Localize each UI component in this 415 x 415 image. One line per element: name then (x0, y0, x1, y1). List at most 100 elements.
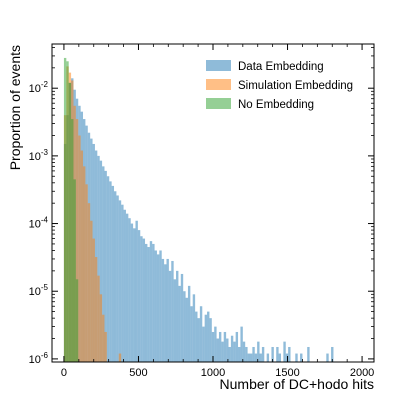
bar-series0-bin20 (111, 185, 115, 362)
bar-series0-bin21 (114, 191, 117, 362)
bar-series0-bin83 (261, 346, 265, 362)
bar-series0-bin95 (331, 346, 334, 362)
bar-series1-bin5 (75, 119, 79, 362)
bar-series0-bin51 (185, 297, 188, 362)
bar-series0-bin89 (285, 353, 289, 362)
bar-series0-bin67 (223, 331, 227, 362)
bar-series0-bin88 (283, 341, 286, 362)
bar-series0-bin24 (121, 204, 124, 362)
y-axis-label: Proportion of events (7, 45, 23, 170)
bar-series0-bin25 (123, 209, 126, 362)
bar-series0-bin50 (183, 291, 186, 362)
bar-series0-bin14 (97, 155, 100, 362)
bar-series0-bin36 (149, 241, 153, 362)
bar-series0-bin32 (140, 236, 143, 362)
bar-series0-bin31 (137, 230, 141, 362)
bar-series0-bin40 (159, 250, 162, 362)
axis-ticks: 0 500 1000 1500 2000 10-6 10-5 10-4 10-3 10-2 (29, 44, 374, 379)
bar-series0-bin73 (238, 346, 241, 362)
bar-series1-bin10 (87, 203, 91, 362)
bar-series0-bin52 (187, 285, 191, 362)
bar-series0-bin46 (173, 279, 177, 362)
bar-series0-bin59 (204, 314, 208, 362)
bar-series0-bin30 (135, 220, 138, 362)
bar-series2-bin5 (75, 279, 79, 362)
bar-series0-bin78 (249, 353, 253, 362)
bar-series0-bin53 (190, 306, 193, 362)
bar-series1-bin17 (104, 331, 107, 362)
bar-series0-bin91 (295, 353, 298, 362)
histogram-bars (63, 57, 334, 363)
bar-series1-bin14 (97, 275, 100, 362)
bar-series0-bin84 (266, 353, 270, 362)
legend-swatch-2 (206, 98, 231, 109)
bar-series0-bin57 (199, 306, 203, 362)
bar-series0-bin86 (276, 346, 279, 362)
bar-series0-bin80 (254, 353, 258, 362)
bar-series1-bin16 (102, 314, 105, 362)
bar-series0-bin28 (130, 223, 134, 362)
bar-series0-bin17 (104, 170, 107, 362)
bar-series0-bin42 (164, 264, 167, 362)
bar-series0-bin39 (156, 254, 160, 362)
y-tick-label-2: 10-4 (29, 216, 49, 231)
bar-series0-bin90 (288, 346, 291, 362)
bar-series0-bin37 (152, 243, 155, 362)
bar-series0-bin47 (176, 270, 179, 362)
bar-series2-bin2 (68, 82, 72, 362)
bar-series0-bin75 (242, 341, 246, 362)
legend-label-1: Simulation Embedding (238, 80, 353, 92)
bar-series0-bin79 (252, 346, 255, 362)
bar-series0-bin81 (257, 341, 260, 362)
bar-series0-bin94 (326, 353, 329, 362)
bar-series0-bin29 (133, 228, 136, 362)
x-tick-label-4: 2000 (350, 367, 374, 379)
bar-series1-bin12 (92, 238, 95, 362)
bar-series0-bin38 (154, 250, 157, 362)
bar-series0-bin63 (214, 326, 217, 362)
bar-series0-bin27 (128, 218, 131, 362)
bar-series0-bin43 (166, 258, 169, 362)
bar-series1-bin6 (78, 135, 81, 362)
bar-series0-bin76 (245, 346, 248, 362)
y-tick-label-3: 10-3 (29, 148, 49, 163)
bar-series0-bin92 (300, 353, 303, 362)
bar-series1-bin11 (90, 220, 93, 362)
legend-swatch-1 (206, 79, 231, 90)
bar-series0-bin44 (168, 270, 172, 362)
bar-series0-bin77 (247, 353, 250, 362)
bar-series0-bin55 (195, 311, 198, 362)
bar-series0-bin19 (109, 181, 112, 362)
bar-series0-bin87 (278, 353, 281, 362)
x-tick-label-2: 1000 (201, 367, 225, 379)
bar-series0-bin85 (271, 346, 274, 362)
bar-series0-bin69 (228, 346, 231, 362)
bar-series0-bin23 (118, 200, 122, 362)
bar-series1-bin7 (80, 150, 84, 362)
legend-label-2: No Embedding (238, 99, 314, 111)
bar-series1-bin15 (99, 294, 103, 362)
bar-series2-bin1 (66, 61, 69, 362)
bar-series0-bin26 (125, 213, 129, 362)
bar-series1-bin18 (118, 353, 122, 362)
bar-series0-bin62 (211, 331, 215, 362)
bar-series0-bin13 (94, 150, 98, 362)
bar-series0-bin22 (116, 195, 119, 362)
y-tick-label-1: 10-5 (29, 283, 49, 298)
bar-series0-bin93 (307, 346, 310, 362)
legend: Data Embedding Simulation Embedding No Emb… (206, 60, 353, 111)
legend-swatch-0 (206, 60, 231, 71)
x-tick-label-1: 500 (129, 367, 147, 379)
bar-series0-bin70 (230, 335, 234, 362)
bar-series0-bin58 (202, 326, 205, 362)
bar-series0-bin49 (180, 273, 184, 362)
bar-series2-bin0 (63, 57, 67, 362)
bar-series0-bin66 (221, 341, 224, 362)
bar-series0-bin60 (207, 311, 210, 362)
bar-series0-bin64 (216, 338, 219, 362)
bar-series0-bin72 (235, 331, 239, 362)
bar-series0-bin74 (240, 326, 243, 362)
y-tick-label-4: 10-2 (29, 80, 49, 95)
x-tick-label-3: 1500 (275, 367, 299, 379)
